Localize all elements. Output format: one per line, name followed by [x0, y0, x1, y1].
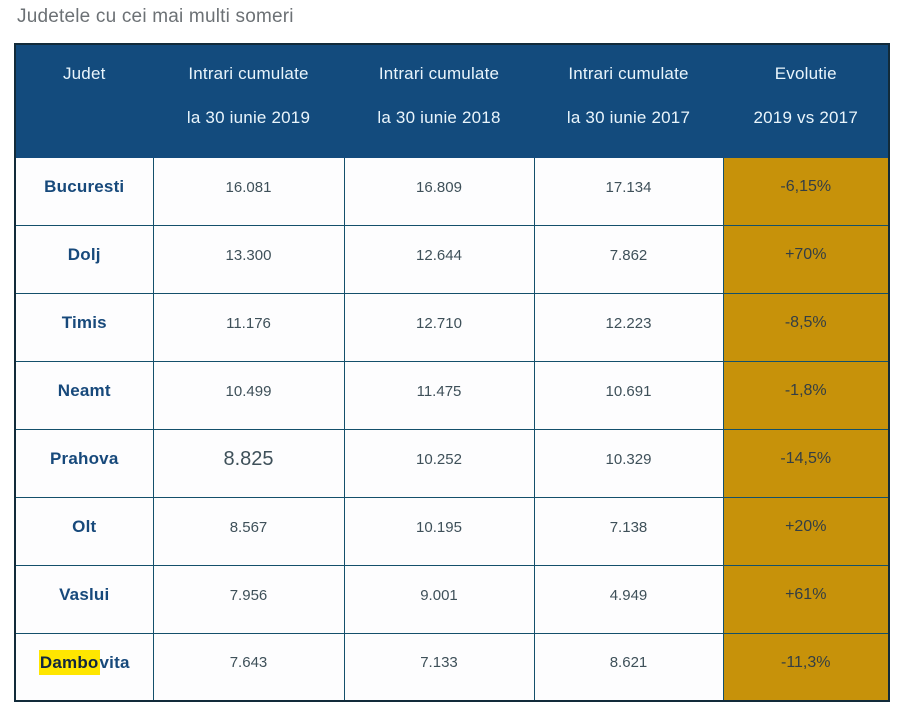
- header-line-1: Intrari cumulate: [568, 64, 689, 83]
- header-line-1: Intrari cumulate: [378, 64, 500, 83]
- cell-intrari-2018: 9.001: [343, 564, 535, 634]
- county-name: Neamt: [57, 381, 111, 400]
- header-line-2: la 30 iunie 2018: [377, 108, 501, 127]
- cell-intrari-2019: 8.825: [152, 428, 345, 498]
- cell-intrari-2017: 7.862: [533, 224, 724, 294]
- county-name: Dolj: [67, 245, 101, 264]
- search-highlight: Dambo: [38, 649, 100, 675]
- cell-evolutie: +61%: [722, 564, 890, 634]
- county-name-cell: Vaslui: [14, 564, 154, 634]
- unemployment-table-container: Judet Intrari cumulate la 30 iunie 2019 …: [14, 43, 902, 702]
- cell-intrari-2017: 12.223: [533, 292, 724, 362]
- cell-intrari-2019: 10.499: [152, 360, 345, 430]
- county-name: Olt: [72, 517, 97, 536]
- column-header-intrari-2017: Intrari cumulate la 30 iunie 2017: [533, 43, 724, 158]
- county-name: Vaslui: [59, 585, 110, 604]
- county-name: vita: [99, 652, 130, 672]
- cell-intrari-2017: 4.949: [533, 564, 724, 634]
- cell-evolutie: +70%: [722, 224, 890, 294]
- table-header: Judet Intrari cumulate la 30 iunie 2019 …: [14, 43, 890, 158]
- cell-intrari-2018: 11.475: [343, 360, 535, 430]
- cell-evolutie: +20%: [722, 496, 890, 566]
- table-row: Bucuresti 16.081 16.809 17.134 -6,15%: [14, 156, 890, 226]
- table-row: Olt 8.567 10.195 7.138 +20%: [14, 496, 890, 566]
- column-header-intrari-2019: Intrari cumulate la 30 iunie 2019: [152, 43, 345, 158]
- header-line-2: la 30 iunie 2017: [566, 108, 691, 127]
- table-row: Vaslui 7.956 9.001 4.949 +61%: [14, 564, 890, 634]
- header-line-2: la 30 iunie 2019: [186, 108, 311, 127]
- cell-intrari-2017: 8.621: [533, 632, 724, 702]
- header-line-1: Intrari cumulate: [188, 64, 309, 83]
- column-header-intrari-2018: Intrari cumulate la 30 iunie 2018: [343, 43, 535, 158]
- table-body: Bucuresti 16.081 16.809 17.134 -6,15% Do…: [14, 156, 890, 702]
- table-row: Prahova 8.825 10.252 10.329 -14,5%: [14, 428, 890, 498]
- county-name-cell: Timis: [14, 292, 154, 362]
- cell-evolutie: -11,3%: [722, 632, 890, 702]
- column-header-evolutie: Evolutie 2019 vs 2017: [722, 43, 890, 158]
- county-name: Bucuresti: [44, 177, 125, 196]
- cell-intrari-2018: 16.809: [343, 156, 535, 226]
- cell-intrari-2017: 17.134: [533, 156, 724, 226]
- county-name-cell: Olt: [14, 496, 154, 566]
- table-row: Timis 11.176 12.710 12.223 -8,5%: [14, 292, 890, 362]
- cell-intrari-2018: 10.252: [343, 428, 535, 498]
- cell-intrari-2017: 7.138: [533, 496, 724, 566]
- table-row: Dolj 13.300 12.644 7.862 +70%: [14, 224, 890, 294]
- cell-intrari-2019: 8.567: [152, 496, 345, 566]
- county-name-cell: Dolj: [14, 224, 154, 294]
- county-name: Timis: [61, 313, 107, 332]
- cell-intrari-2018: 12.710: [343, 292, 535, 362]
- county-name: Prahova: [50, 449, 119, 468]
- column-header-judet: Judet: [14, 43, 154, 158]
- cell-intrari-2017: 10.691: [533, 360, 724, 430]
- cell-intrari-2019: 16.081: [152, 156, 345, 226]
- header-line-2: 2019 vs 2017: [753, 108, 858, 127]
- cell-intrari-2019: 7.956: [152, 564, 345, 634]
- cell-intrari-2019: 11.176: [152, 292, 345, 362]
- county-name-cell: Bucuresti: [14, 156, 154, 226]
- cell-evolutie: -1,8%: [722, 360, 890, 430]
- cell-evolutie: -14,5%: [722, 428, 890, 498]
- cell-intrari-2018: 10.195: [343, 496, 535, 566]
- cell-intrari-2017: 10.329: [533, 428, 724, 498]
- header-line-1: Evolutie: [774, 64, 837, 83]
- cell-intrari-2018: 12.644: [343, 224, 535, 294]
- cell-intrari-2018: 7.133: [343, 632, 535, 702]
- county-name-cell: Neamt: [14, 360, 154, 430]
- cell-evolutie: -6,15%: [722, 156, 890, 226]
- table-row: Dambovita 7.643 7.133 8.621 -11,3%: [14, 632, 890, 702]
- cell-intrari-2019: 7.643: [152, 632, 345, 702]
- county-name-cell: Dambovita: [14, 632, 154, 702]
- cell-evolutie: -8,5%: [722, 292, 890, 362]
- page-title: Judetele cu cei mai multi someri: [17, 6, 294, 27]
- table-row: Neamt 10.499 11.475 10.691 -1,8%: [14, 360, 890, 430]
- unemployment-table: Judet Intrari cumulate la 30 iunie 2019 …: [14, 43, 890, 702]
- header-line-1: Judet: [62, 64, 106, 83]
- cell-intrari-2019: 13.300: [152, 224, 345, 294]
- county-name-cell: Prahova: [14, 428, 154, 498]
